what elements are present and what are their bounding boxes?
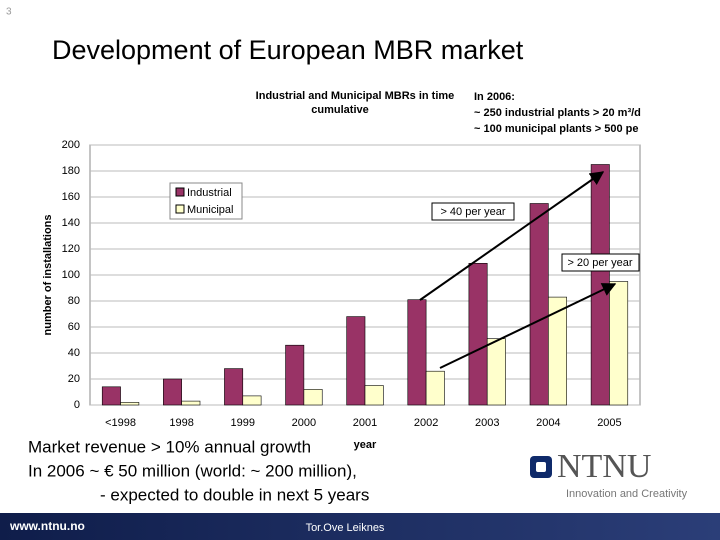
bar <box>303 389 323 406</box>
y-tick-label: 80 <box>68 295 80 307</box>
bar <box>224 368 244 406</box>
legend-swatch <box>175 204 185 214</box>
bar <box>529 203 549 406</box>
y-tick-label: 0 <box>74 399 80 411</box>
y-tick-label: 120 <box>62 243 80 255</box>
footer-author: Tor.Ove Leiknes <box>306 522 385 534</box>
legend-label: Industrial <box>187 187 232 199</box>
bar <box>407 299 427 406</box>
x-axis-label: year <box>354 439 377 451</box>
body-text: In 2006 ~ € 50 million (world: ~ 200 mil… <box>28 461 357 480</box>
x-tick-label: 2002 <box>414 417 438 429</box>
chart-title: cumulative <box>311 104 368 116</box>
bar <box>163 378 182 406</box>
y-tick-label: 140 <box>62 217 80 229</box>
note: ~ 100 municipal plants > 500 pe <box>474 123 638 135</box>
x-tick-label: 2000 <box>292 417 316 429</box>
annotation-box <box>561 253 640 272</box>
bar <box>425 370 445 406</box>
annotation-box <box>431 202 515 221</box>
body-text: - expected to double in next 5 years <box>100 485 369 504</box>
legend-swatch <box>175 187 185 197</box>
logo-name: NTNU <box>557 448 651 485</box>
annotation: > 40 per year <box>440 206 505 218</box>
y-tick-label: 160 <box>62 191 80 203</box>
x-tick-label: 2004 <box>536 417 560 429</box>
footer-bar <box>0 513 720 540</box>
x-tick-label: 1998 <box>169 417 193 429</box>
body-text: Market revenue > 10% annual growth <box>28 437 311 456</box>
annotation: > 20 per year <box>567 257 632 269</box>
logo-mark <box>536 462 546 472</box>
slide-number: 3 <box>6 7 12 18</box>
arrow <box>419 171 605 301</box>
bar <box>242 395 262 406</box>
bar <box>486 338 506 406</box>
y-tick-label: 60 <box>68 321 80 333</box>
slide-title: Development of European MBR market <box>52 35 524 65</box>
bar <box>590 164 610 406</box>
bar <box>468 262 488 406</box>
legend-label: Municipal <box>187 204 233 216</box>
y-axis-label: number of installations <box>42 214 54 335</box>
bar <box>364 385 384 406</box>
note: ~ 250 industrial plants > 20 m³/d <box>474 107 641 119</box>
x-tick-label: 2001 <box>353 417 377 429</box>
bar <box>181 400 201 406</box>
y-tick-label: 40 <box>68 347 80 359</box>
y-tick-label: 180 <box>62 165 80 177</box>
bar <box>120 402 140 406</box>
arrow <box>439 283 617 369</box>
footer-url: www.ntnu.no <box>9 519 85 533</box>
x-tick-label: 1999 <box>231 417 255 429</box>
bar <box>101 386 121 406</box>
note: In 2006: <box>474 91 515 103</box>
y-tick-label: 100 <box>62 269 80 281</box>
x-tick-label: <1998 <box>105 417 136 429</box>
bar <box>548 296 567 406</box>
bar <box>285 344 305 406</box>
x-tick-label: 2005 <box>597 417 621 429</box>
chart-title: Industrial and Municipal MBRs in time <box>256 90 455 102</box>
bar <box>609 281 629 406</box>
plot: 0 20 40 60 80 100 120 140 160 180 200 <1998 1998 1999… <box>62 139 640 429</box>
y-tick-label: 200 <box>62 139 80 151</box>
bar <box>346 316 366 406</box>
y-tick-label: 20 <box>68 373 80 385</box>
x-tick-label: 2003 <box>475 417 499 429</box>
logo-tagline: Innovation and Creativity <box>566 488 688 500</box>
